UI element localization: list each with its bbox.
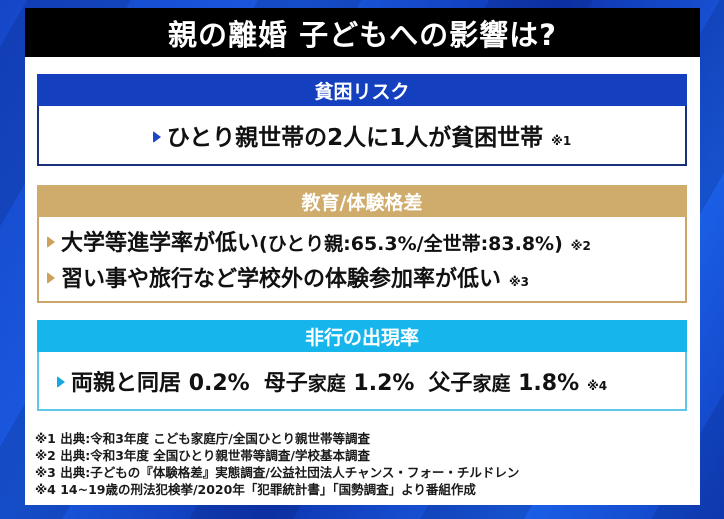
section-education-gap: 教育/体験格差 大学等進学率が低い (ひとり親:65.3%/全世帯:83.8%)…	[37, 185, 687, 303]
bullet-triangle-icon	[152, 131, 161, 143]
footnote-3: ※3 出典:子どもの『体験格差』実態調査/公益社団法人チャンス・フォー・チルドレ…	[35, 465, 520, 480]
page-title: 親の離婚 子どもへの影響は?	[25, 8, 700, 57]
section-header: 教育/体験格差	[37, 185, 687, 217]
section-poverty-risk: 貧困リスク ひとり親世帯の2人に1人が貧困世帯 ※1	[37, 74, 687, 166]
footnote-4: ※4 14~19歳の刑法犯検挙/2020年「犯罪統計書」「国勢調査」より番組作成	[35, 482, 476, 497]
item-text: 大学等進学率が低い	[61, 231, 260, 256]
group-label-suffix: 家庭	[472, 372, 511, 395]
footnote-ref: ※2	[570, 239, 591, 253]
list-item: 大学等進学率が低い (ひとり親:65.3%/全世帯:83.8%) ※2	[47, 225, 685, 257]
footnote-2: ※2 出典:令和3年度 全国ひとり親世帯等調査/学校基本調査	[35, 448, 370, 463]
footnotes: ※1 出典:令和3年度 こども家庭庁/全国ひとり親世帯等調査 ※2 出典:令和3…	[35, 430, 519, 498]
section-header: 非行の出現率	[37, 320, 687, 352]
footnote-ref: ※4	[587, 378, 608, 393]
section-delinquency-rate: 非行の出現率 両親と同居 0.2% 母子 家庭 1.2% 父子 家庭 1.8% ※4	[37, 320, 687, 411]
footnote-1: ※1 出典:令和3年度 こども家庭庁/全国ひとり親世帯等調査	[35, 431, 370, 446]
group-value: 1.2%	[353, 370, 415, 396]
group-value: 0.2%	[188, 370, 250, 396]
bullet-triangle-icon	[47, 272, 55, 284]
list-item: ひとり親世帯の2人に1人が貧困世帯 ※1	[152, 118, 572, 152]
group-label-suffix: 家庭	[307, 372, 346, 395]
section-body: 両親と同居 0.2% 母子 家庭 1.2% 父子 家庭 1.8% ※4	[37, 352, 687, 411]
group-label: 母子	[263, 370, 308, 396]
group-label: 父子	[428, 370, 473, 396]
group-value: 1.8%	[518, 370, 580, 396]
list-item: 習い事や旅行など学校外の体験参加率が低い ※3	[47, 261, 685, 293]
footnote-ref: ※1	[551, 134, 572, 148]
footnote-ref: ※3	[509, 275, 530, 289]
list-item: 両親と同居 0.2% 母子 家庭 1.2% 父子 家庭 1.8% ※4	[57, 365, 685, 397]
bullet-triangle-icon	[47, 236, 55, 248]
page-title-text: 親の離婚 子どもへの影響は?	[168, 17, 557, 52]
bullet-triangle-icon	[57, 375, 65, 388]
item-text: 習い事や旅行など学校外の体験参加率が低い	[61, 267, 502, 292]
content-panel: 貧困リスク ひとり親世帯の2人に1人が貧困世帯 ※1 教育/体験格差 大学等進学…	[25, 57, 700, 505]
item-text: ひとり親世帯の2人に1人が貧困世帯	[166, 125, 544, 151]
section-header-text: 教育/体験格差	[301, 191, 423, 214]
group-label: 両親と同居	[71, 370, 182, 396]
section-body: ひとり親世帯の2人に1人が貧困世帯 ※1	[37, 106, 687, 166]
section-header-text: 非行の出現率	[304, 326, 419, 349]
section-body: 大学等進学率が低い (ひとり親:65.3%/全世帯:83.8%) ※2 習い事や…	[37, 217, 687, 303]
item-detail: (ひとり親:65.3%/全世帯:83.8%)	[259, 233, 563, 255]
section-header-text: 貧困リスク	[314, 80, 410, 103]
section-header: 貧困リスク	[37, 74, 687, 106]
